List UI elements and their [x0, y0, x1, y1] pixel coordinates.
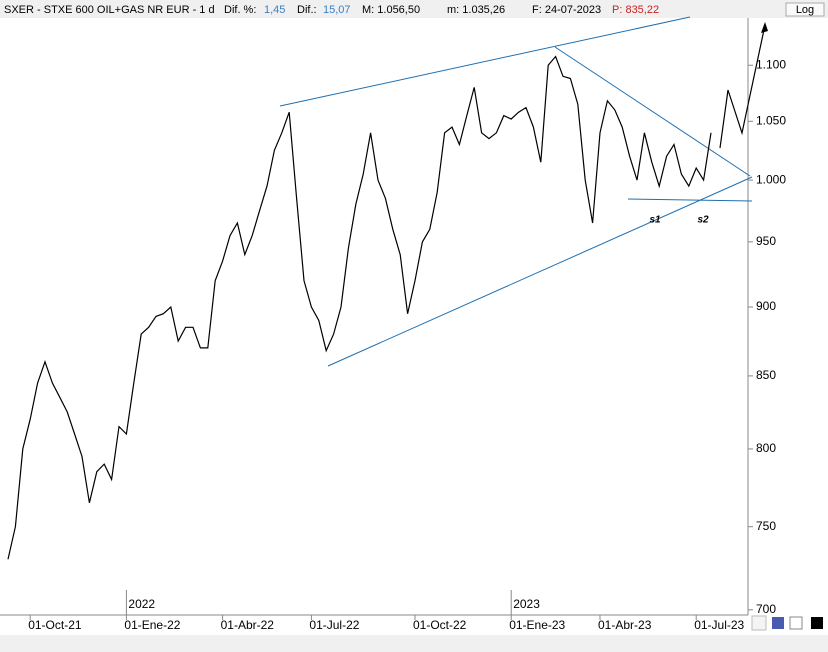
projection-arrow — [719, 24, 766, 149]
annotation: s1 — [649, 215, 661, 226]
annotation: s2 — [697, 215, 709, 226]
trendline — [327, 176, 753, 367]
x-tick-label: 01-Ene-22 — [124, 618, 180, 632]
button[interactable] — [811, 617, 823, 629]
price-line — [7, 55, 712, 560]
max: M: 1.056,50 — [362, 4, 420, 16]
y-tick-label: 1.000 — [756, 172, 786, 186]
y-tick-label: 950 — [756, 234, 776, 248]
date: F: 24-07-2023 — [532, 4, 601, 16]
price: P: 835,22 — [612, 4, 659, 16]
x-tick-label: 01-Jul-22 — [309, 618, 359, 632]
scrollbar[interactable] — [0, 635, 828, 652]
button[interactable] — [789, 616, 803, 630]
trendlines — [279, 16, 753, 367]
dif-pct-label: Dif. %: — [224, 4, 256, 16]
x-tick-label: 01-Abr-22 — [221, 618, 275, 632]
y-tick-label: 1.100 — [756, 57, 786, 71]
y-tick-label: 700 — [756, 602, 776, 616]
dif-label: Dif.: — [297, 4, 317, 16]
trendline — [279, 16, 691, 107]
year-label: 2023 — [513, 597, 540, 611]
arrow-head — [761, 22, 768, 33]
min: m: 1.035,26 — [447, 4, 505, 16]
y-tick-label: 800 — [756, 441, 776, 455]
header-bar — [0, 0, 828, 18]
dif-pct: 1,45 — [264, 4, 285, 16]
x-tick-label: 01-Oct-22 — [413, 618, 467, 632]
x-tick-label: 01-Oct-21 — [28, 618, 82, 632]
dif: 15,07 — [323, 4, 351, 16]
log-button-label[interactable]: Log — [796, 4, 814, 16]
log-button[interactable] — [785, 2, 825, 17]
button[interactable] — [751, 615, 767, 631]
year-label: 2022 — [128, 597, 155, 611]
x-tick-label: 01-Ene-23 — [509, 618, 565, 632]
y-tick-label: 750 — [756, 519, 776, 533]
trendline — [627, 198, 753, 202]
save-button[interactable] — [772, 617, 784, 629]
y-tick-label: 1.050 — [756, 113, 786, 127]
x-tick-label: 01-Abr-23 — [598, 618, 652, 632]
y-tick-label: 850 — [756, 368, 776, 382]
trendline — [554, 46, 751, 177]
y-tick-label: 900 — [756, 299, 776, 313]
x-tick-label: 01-Jul-23 — [694, 618, 744, 632]
symbol: SXER - STXE 600 OIL+GAS NR EUR - 1 d — [4, 4, 215, 16]
